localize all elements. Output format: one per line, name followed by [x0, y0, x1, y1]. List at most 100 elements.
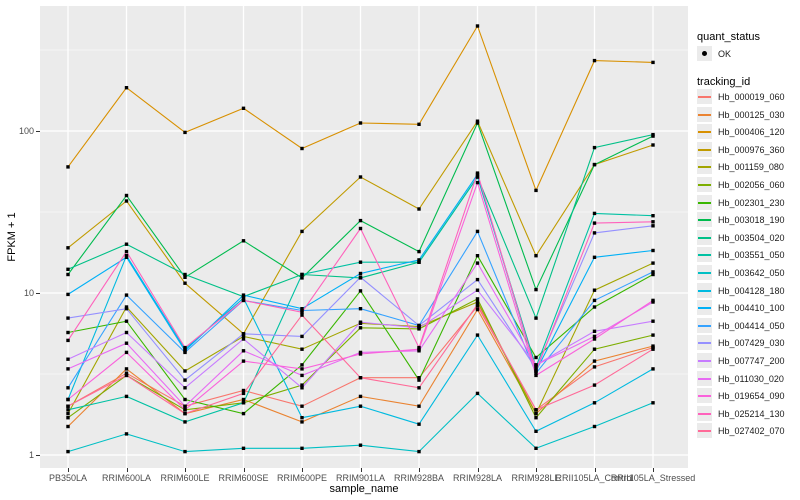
legend-line-swatch [698, 184, 711, 186]
legend-line-swatch [698, 272, 711, 274]
legend-key-label: Hb_000019_060 [718, 92, 785, 102]
data-point [66, 408, 70, 412]
data-point [592, 231, 597, 235]
data-point [534, 355, 538, 360]
data-point [183, 272, 187, 277]
data-point [241, 239, 246, 243]
data-point [592, 329, 597, 333]
data-point [534, 429, 538, 433]
data-point [66, 292, 70, 297]
legend-line-swatch [698, 360, 711, 362]
data-point [241, 293, 246, 297]
data-point [358, 307, 363, 311]
data-point [300, 386, 304, 390]
x-tick-mark [536, 468, 537, 472]
data-point [475, 175, 480, 179]
data-point [475, 119, 480, 123]
data-point [124, 86, 129, 90]
data-point [534, 316, 538, 320]
data-point [534, 371, 538, 375]
data-point [651, 367, 655, 371]
data-point [183, 404, 187, 408]
legend-line-swatch [698, 254, 711, 257]
legend-key-label: Hb_004414_050 [718, 320, 785, 331]
data-point [592, 288, 597, 292]
data-point [358, 121, 363, 125]
data-point [300, 404, 304, 408]
data-point [592, 211, 597, 216]
legend-key-Hb_002301_230: Hb_002301_230 [697, 194, 797, 211]
x-tick-label: RRIM928LE [511, 473, 561, 483]
x-tick-label: PB350LA [48, 473, 88, 483]
panel-background [40, 6, 688, 468]
data-point [417, 122, 421, 126]
x-tick-label: RRIM600SE [218, 473, 269, 483]
legend-key-Hb_000976_360: Hb_000976_360 [697, 141, 797, 158]
legend-key-Hb_011030_020: Hb_011030_020 [697, 370, 797, 387]
legend-key-label: Hb_004128_180 [718, 285, 785, 296]
data-point [475, 180, 480, 185]
data-point [358, 289, 363, 293]
legend-key-label: Hb_007429_030 [718, 338, 785, 349]
data-point [592, 359, 597, 363]
data-point [183, 130, 187, 135]
data-point [124, 350, 129, 355]
legend-key-label: Hb_000125_030 [718, 109, 785, 120]
legend: quant_status OK tracking_id Hb_000019_06… [694, 0, 800, 500]
x-tick-mark [419, 468, 420, 472]
data-point [66, 449, 70, 454]
x-tick-label: RRIM928LA [452, 473, 503, 483]
data-point [183, 350, 187, 355]
legend-key-Hb_004128_180: Hb_004128_180 [697, 282, 797, 299]
data-point [241, 349, 246, 353]
data-point [300, 229, 304, 234]
x-tick-mark [477, 468, 479, 472]
data-point [358, 326, 363, 330]
legend-key-label: Hb_003018_190 [718, 215, 785, 226]
data-point [124, 367, 129, 371]
y-tick-label: 10 [23, 288, 34, 298]
y-tick-mark [36, 455, 40, 456]
data-point [475, 333, 480, 337]
data-point [592, 383, 597, 387]
legend-line-swatch [698, 412, 711, 415]
data-point [651, 60, 655, 65]
data-point [241, 298, 246, 303]
data-point [651, 347, 655, 351]
data-point [417, 378, 421, 382]
x-tick-label: RRIM600LA [101, 473, 152, 483]
y-axis-title: FPKM + 1 [6, 212, 18, 262]
legend-key-ok: OK [697, 46, 797, 62]
data-point [534, 188, 538, 193]
data-point [183, 369, 187, 373]
legend-line-swatch [698, 307, 711, 310]
data-point [651, 272, 655, 277]
data-point [124, 293, 129, 297]
data-point [124, 319, 129, 323]
legend-line-swatch [698, 201, 711, 204]
data-point [183, 411, 187, 416]
data-point [475, 121, 480, 125]
data-point [592, 347, 597, 351]
legend-line-swatch [698, 131, 711, 134]
data-point [592, 365, 597, 369]
data-point [124, 373, 129, 378]
legend-key-Hb_003018_190: Hb_003018_190 [697, 212, 797, 228]
data-point [124, 394, 129, 399]
data-point [534, 365, 538, 369]
legend-key-Hb_004410_100: Hb_004410_100 [697, 300, 797, 316]
data-point [358, 260, 363, 264]
data-point [592, 334, 597, 339]
legend-line-swatch [698, 166, 711, 169]
x-axis-title: sample_name [329, 483, 399, 495]
legend-key-Hb_000019_060: Hb_000019_060 [697, 89, 797, 105]
data-point [417, 345, 421, 350]
data-point [66, 246, 70, 250]
data-point [66, 367, 70, 371]
data-point [651, 270, 655, 274]
legend-key-label: Hb_003504_020 [718, 232, 785, 243]
data-point [241, 359, 246, 363]
legend-line-swatch [698, 377, 711, 380]
data-point [651, 261, 655, 265]
data-point [475, 297, 480, 301]
